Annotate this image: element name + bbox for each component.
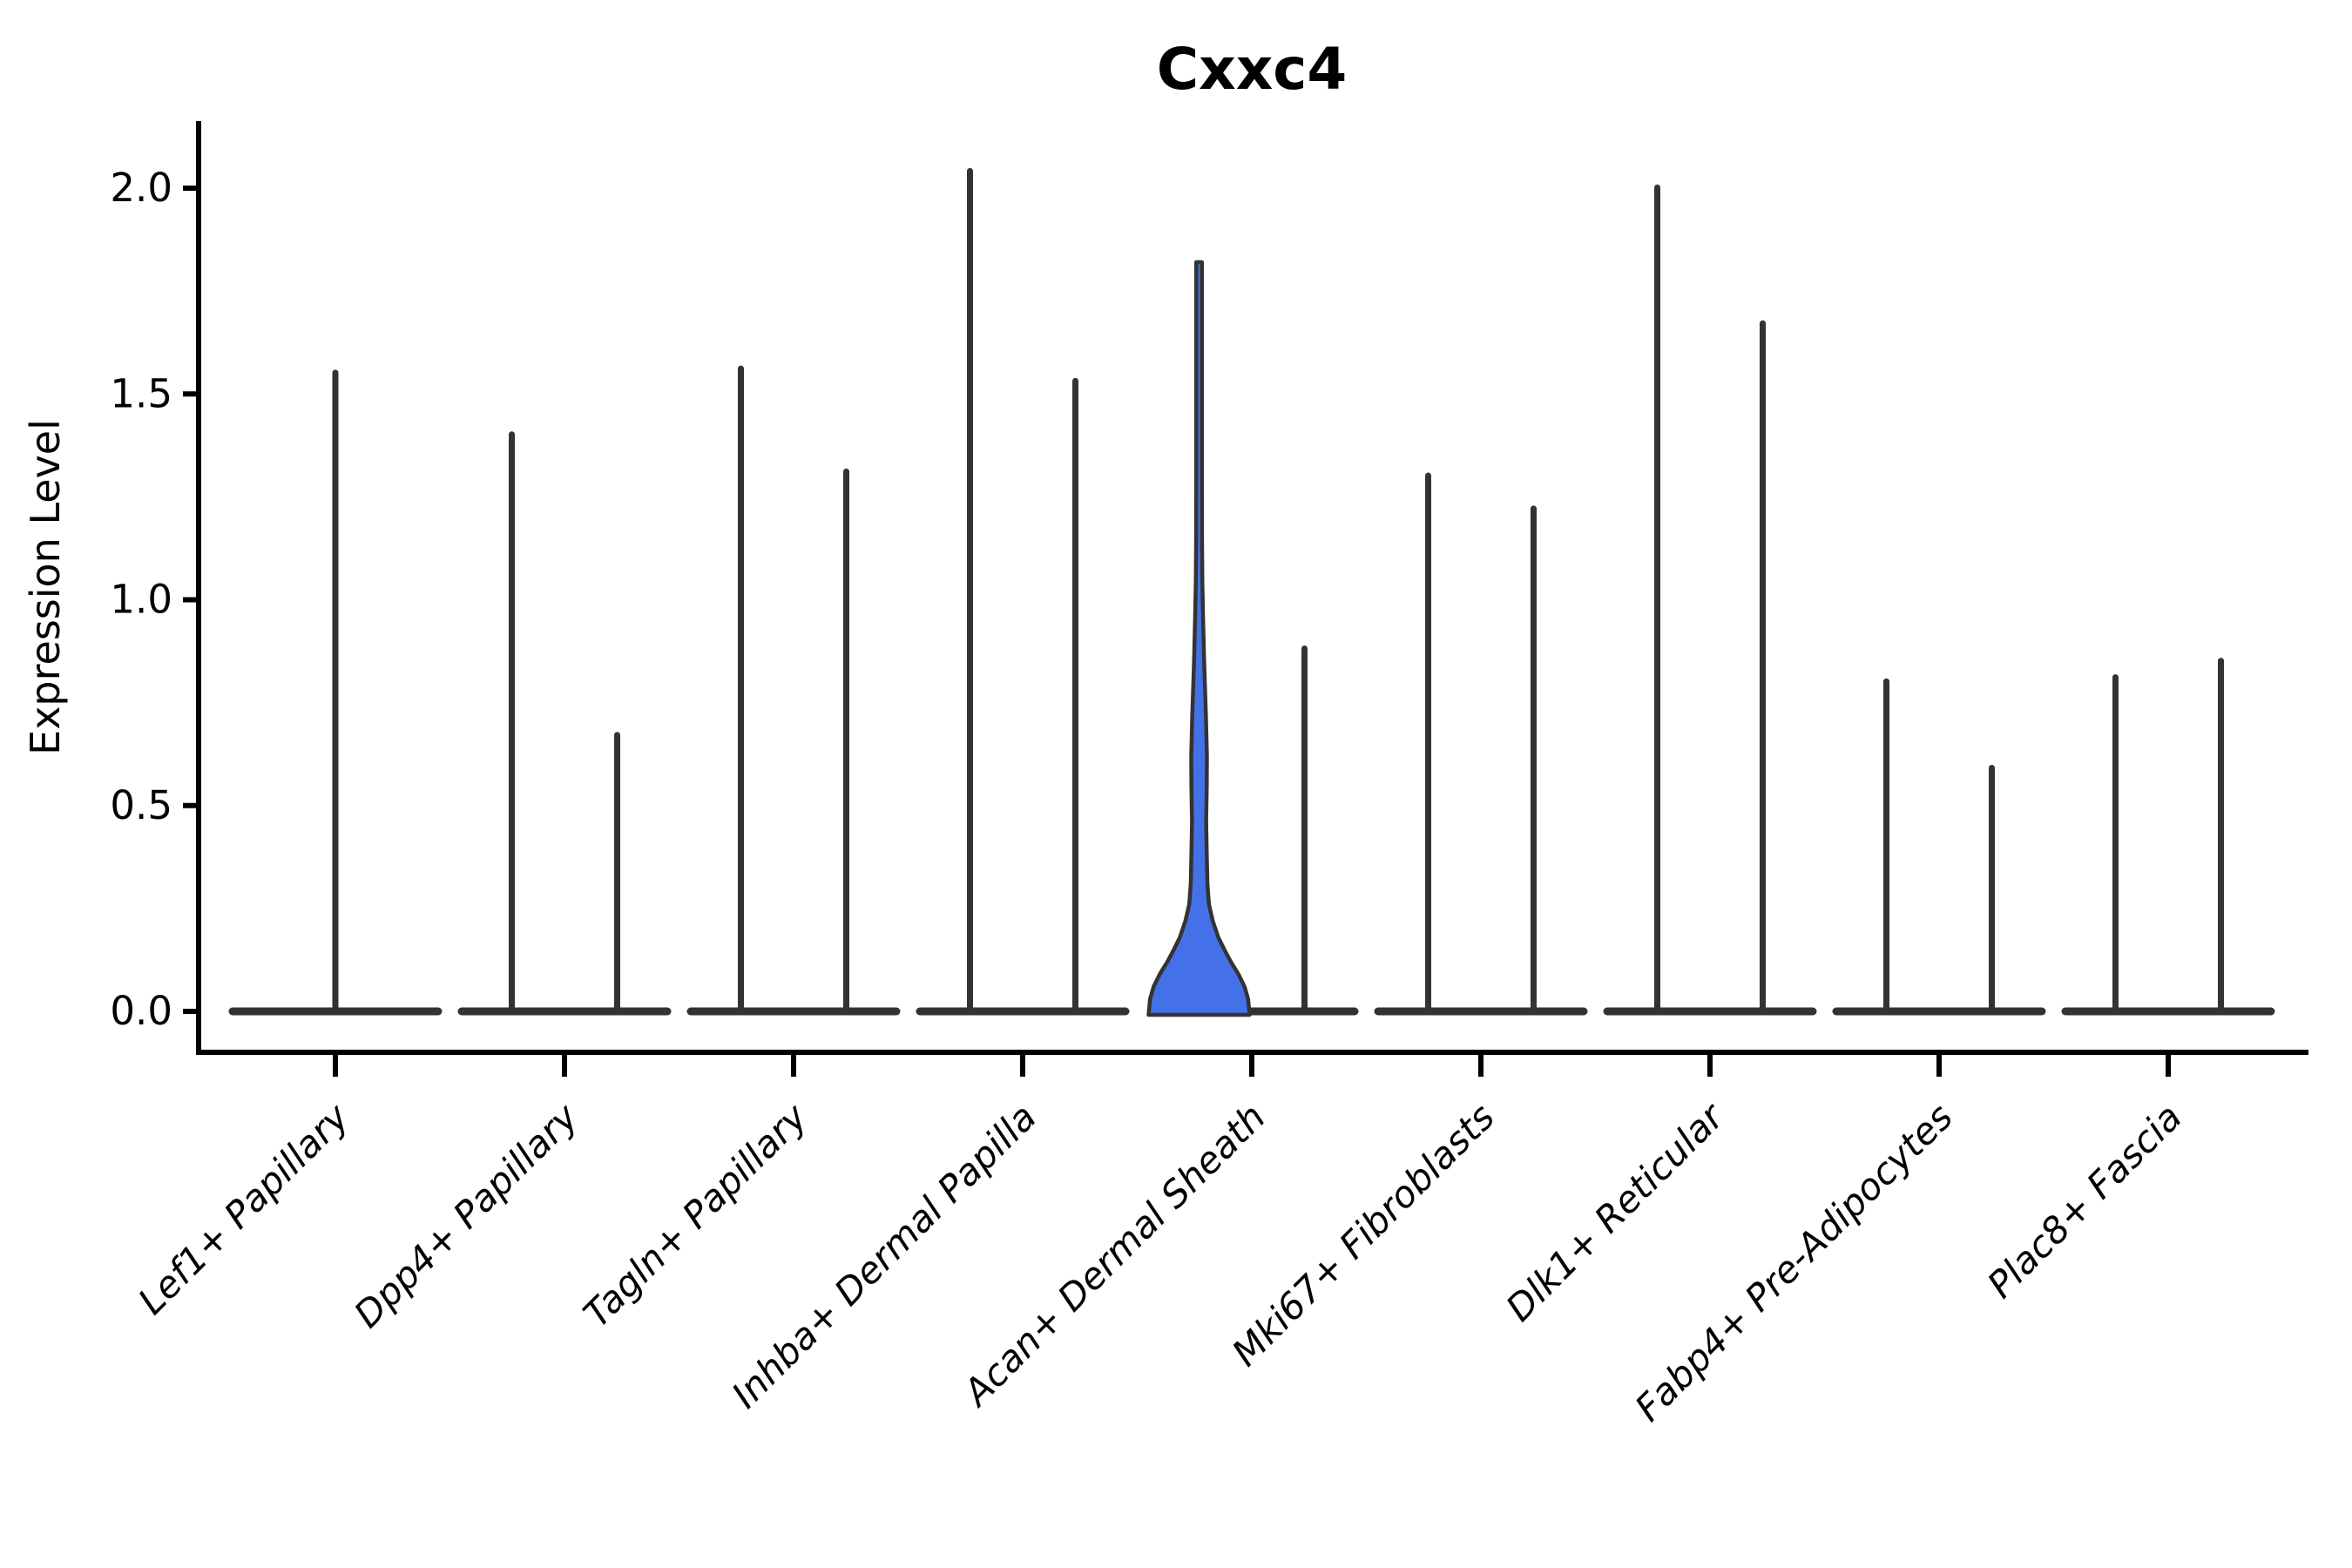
x-tick-label: Dpp4+ Papillary: [346, 1095, 587, 1336]
chart-title: Cxxc4: [1157, 36, 1348, 103]
y-tick-label: 0.5: [110, 782, 172, 828]
x-tick-label: Tagln+ Papillary: [575, 1095, 816, 1336]
y-axis-label: Expression Level: [22, 419, 69, 755]
x-tick-label: Lef1+ Papillary: [130, 1095, 358, 1323]
x-tick-label: Mki67+ Fibroblasts: [1224, 1095, 1503, 1374]
y-tick-label: 1.0: [110, 577, 172, 623]
filled-violin: [1146, 260, 1252, 1017]
y-tick-label: 2.0: [110, 165, 172, 211]
y-tick-label: 1.5: [110, 370, 172, 416]
x-tick-label: Dlk1+ Reticular: [1497, 1093, 1734, 1329]
y-tick-label: 0.0: [110, 988, 172, 1034]
x-tick-label: Plac8+ Fascia: [1979, 1095, 2190, 1306]
